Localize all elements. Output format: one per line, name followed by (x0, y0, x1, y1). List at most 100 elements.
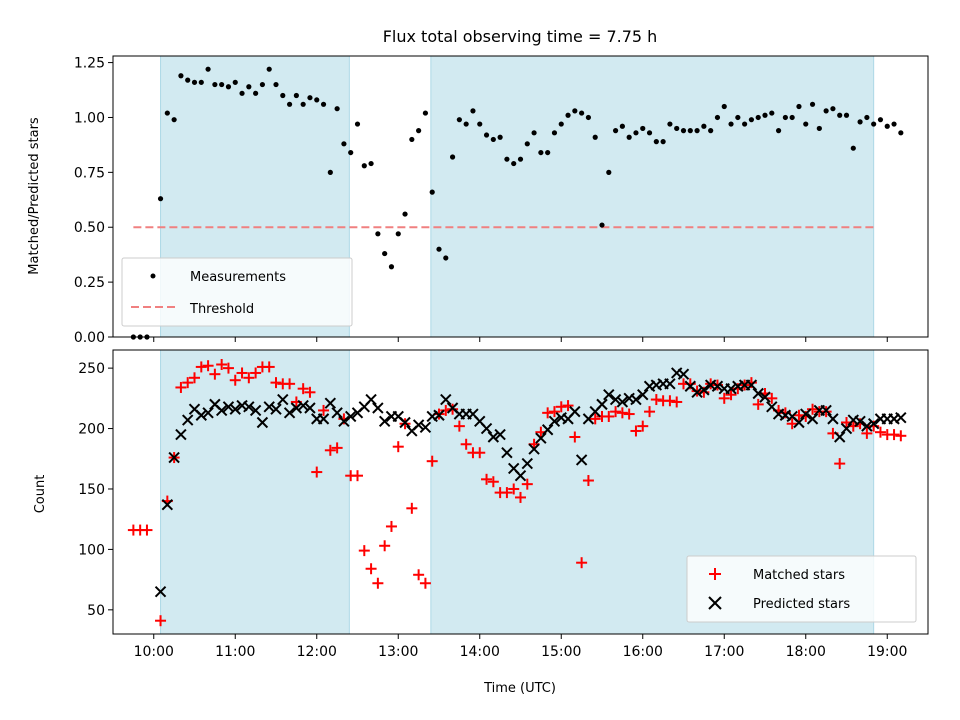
measurements-point (334, 106, 340, 112)
predicted-stars-point (759, 391, 771, 403)
measurements-point (748, 117, 755, 123)
bottom-x-tick-label: 12:00 (297, 644, 337, 660)
measurements-point (178, 73, 184, 79)
measurements-point (701, 123, 707, 129)
bottom-x-tick-label: 13:00 (378, 644, 418, 660)
bottom-y-tick-label: 200 (78, 422, 105, 438)
matched-stars-point (766, 392, 778, 404)
matched-stars-point (453, 420, 465, 432)
matched-stars-point (752, 398, 764, 410)
matched-stars-point (379, 540, 391, 552)
predicted-stars-point (895, 411, 907, 424)
bottom-shaded-interval (160, 350, 350, 634)
measurements-point (212, 81, 218, 88)
predicted-stars-point (854, 415, 866, 428)
matched-stars-point (236, 367, 248, 379)
predicted-stars-point (745, 379, 758, 391)
matched-stars-point (671, 396, 683, 408)
measurements-point (463, 121, 469, 127)
matched-stars-point (861, 427, 873, 439)
measurements-point (422, 110, 429, 116)
matched-stars-point (229, 374, 241, 386)
measurements-point (273, 81, 279, 88)
matched-stars-point (406, 502, 418, 514)
measurements-point (320, 101, 327, 107)
matched-stars-point (644, 406, 656, 418)
measurements-point (898, 130, 904, 136)
measurements-point (314, 97, 320, 103)
measurements-point (307, 95, 313, 101)
measurements-point (246, 84, 252, 90)
predicted-stars-point (609, 393, 622, 406)
bottom-y-tick-label: 100 (78, 542, 105, 558)
matched-stars-point (623, 408, 635, 420)
legend-matched-label: Matched stars (753, 568, 845, 583)
measurements-point (382, 250, 388, 257)
measurements-point (653, 139, 659, 145)
measurements-point (619, 123, 625, 129)
measurements-point (225, 84, 232, 90)
matched-stars-point (324, 444, 336, 456)
measurements-point (137, 334, 143, 340)
measurements-point (565, 112, 571, 118)
matched-stars-point (243, 372, 255, 384)
matched-stars-point (304, 386, 316, 398)
predicted-stars-point (820, 404, 832, 417)
matched-stars-point (474, 447, 486, 459)
measurements-point (843, 112, 850, 118)
predicted-stars-point (834, 431, 846, 443)
measurements-point (531, 130, 537, 136)
matched-stars-point (630, 425, 642, 437)
matched-stars-point (263, 361, 275, 373)
matched-stars-point (413, 569, 425, 581)
measurements-point (864, 114, 870, 121)
matched-stars-point (888, 429, 900, 441)
matched-stars-point (562, 400, 574, 412)
predicted-stars-point (514, 469, 527, 482)
matched-stars-point (548, 406, 560, 418)
measurements-point (660, 139, 666, 145)
predicted-stars-point (806, 413, 819, 425)
predicted-stars-point (168, 451, 180, 464)
predicted-stars-point (596, 398, 608, 411)
measurements-point (762, 112, 768, 118)
predicted-stars-point (575, 454, 588, 466)
predicted-stars-point (270, 403, 282, 415)
matched-stars-point (616, 407, 628, 419)
predicted-stars-point (698, 384, 710, 396)
predicted-stars-point (541, 424, 554, 436)
matched-stars-point (216, 359, 228, 371)
measurements-point (205, 66, 211, 72)
measurements-point (769, 110, 775, 116)
predicted-stars-point (487, 431, 500, 443)
predicted-stars-point (372, 402, 384, 414)
matched-stars-point (481, 473, 493, 485)
matched-stars-point (372, 577, 384, 589)
measurements-point (572, 108, 578, 114)
measurements-point (361, 163, 367, 169)
predicted-stars-point (195, 409, 207, 421)
matched-stars-point (209, 368, 221, 380)
predicted-stars-point (277, 393, 289, 406)
measurements-point (551, 130, 558, 136)
measurements-point (714, 114, 721, 121)
measurements-point (877, 117, 884, 123)
matched-stars-point (589, 413, 601, 425)
predicted-stars-point (480, 422, 493, 435)
matched-stars-point (718, 392, 730, 404)
predicted-stars-point (182, 414, 194, 426)
matched-stars-point (155, 615, 167, 627)
predicted-stars-point (175, 428, 187, 441)
bottom-axes: 50 100 150 200 250 10:00 11:00 12:00 13:00 14:00 1… (78, 349, 929, 660)
matched-stars-point (358, 545, 370, 557)
measurements-point (538, 149, 544, 156)
matched-stars-point (834, 458, 846, 470)
matched-stars-point (189, 372, 200, 384)
measurements-point (823, 108, 829, 114)
measurements-point (354, 121, 361, 127)
predicted-stars-point (154, 585, 167, 598)
predicted-stars-point (365, 393, 377, 406)
measurements-point (504, 156, 510, 162)
measurements-point (646, 130, 653, 136)
measurements-point (612, 128, 619, 134)
